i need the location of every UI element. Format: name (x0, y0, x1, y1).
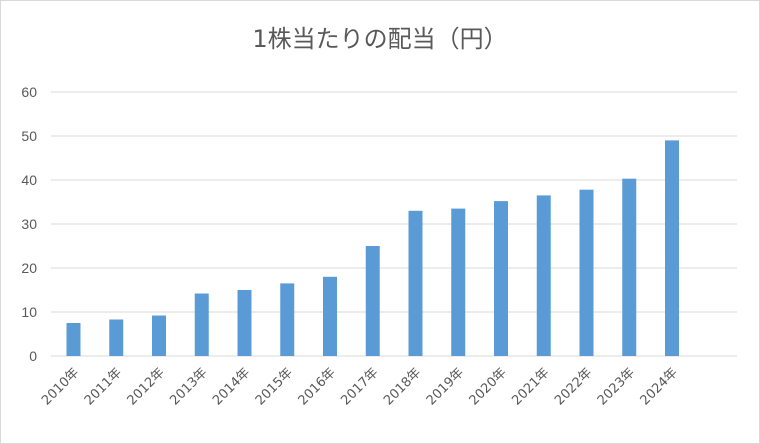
x-tick-label: 2019年 (424, 365, 467, 408)
x-tick-label: 2020年 (467, 365, 510, 408)
bar-2018年 (408, 210, 423, 356)
x-tick-label: 2018年 (381, 365, 424, 408)
y-axis-ticks: 0 10 20 30 40 50 60 (21, 84, 37, 364)
bar-2011年 (109, 319, 124, 356)
bar-2019年 (451, 208, 466, 356)
y-tick-label: 20 (21, 260, 37, 276)
y-tick-label: 60 (21, 84, 37, 100)
y-tick-label: 30 (21, 216, 37, 232)
x-tick-label: 2022年 (552, 365, 595, 408)
bar-2017年 (365, 246, 380, 356)
x-tick-label: 2016年 (296, 365, 339, 408)
bar-2023年 (622, 178, 637, 356)
x-tick-label: 2017年 (338, 365, 381, 408)
x-tick-label: 2014年 (210, 365, 253, 408)
bar-2022年 (579, 189, 594, 356)
x-tick-label: 2024年 (638, 365, 681, 408)
bar-2010年 (66, 323, 81, 356)
x-tick-label: 2013年 (167, 365, 210, 408)
bar-2024年 (665, 140, 679, 356)
y-tick-label: 10 (21, 304, 37, 320)
y-tick-label: 0 (29, 348, 37, 364)
bar-2020年 (494, 201, 508, 356)
x-tick-label: 2015年 (253, 365, 296, 408)
bar-2016年 (323, 276, 337, 356)
x-tick-label: 2011年 (82, 365, 125, 408)
bar-2021年 (536, 195, 551, 356)
x-tick-label: 2010年 (39, 365, 82, 408)
x-axis-ticks: 2010年 2011年 2012年 2013年 2014年 2015年 2016年 2017年… (39, 365, 681, 408)
x-tick-label: 2023年 (595, 365, 638, 408)
chart-title: 1株当たりの配当（円） (252, 25, 508, 53)
bars (66, 140, 679, 356)
bar-2012年 (152, 315, 166, 356)
y-tick-label: 40 (21, 172, 37, 188)
x-tick-label: 2012年 (125, 365, 168, 408)
y-tick-label: 50 (21, 128, 37, 144)
bar-2014年 (237, 290, 252, 356)
x-tick-label: 2021年 (509, 365, 552, 408)
bar-2013年 (194, 293, 209, 356)
bar-2015年 (280, 283, 295, 356)
